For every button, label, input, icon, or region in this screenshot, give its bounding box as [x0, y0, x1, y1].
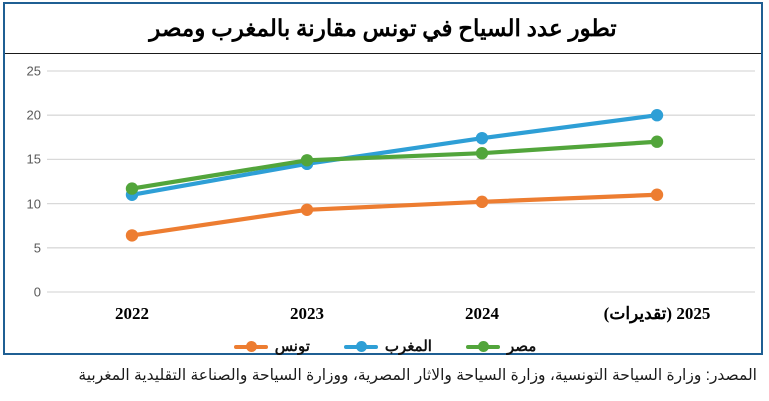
x-category-label-2: 2024: [465, 304, 499, 323]
y-tick-label-15: 15: [26, 151, 41, 167]
data-point-2-3: [650, 135, 664, 148]
data-point-0-0: [125, 229, 139, 242]
legend-dot: [245, 341, 257, 352]
legend-label-1: المغرب: [384, 339, 432, 355]
legend-marker-icon: [465, 341, 500, 352]
chart-figure: تطور عدد السياح في تونس مقارنة بالمغرب و…: [3, 2, 763, 355]
data-point-0-1: [300, 203, 314, 216]
legend-item-2: مصر: [465, 337, 537, 356]
x-category-label-3: 2025 (تقديرات): [603, 304, 711, 323]
x-category-label-1: 2023: [290, 304, 324, 323]
y-tick-label-0: 0: [33, 284, 41, 300]
series-line-0: [129, 192, 660, 238]
legend-item-1: المغرب: [343, 337, 432, 356]
data-point-1-3: [650, 109, 664, 122]
chart-title: تطور عدد السياح في تونس مقارنة بالمغرب و…: [149, 15, 617, 41]
x-category-label-0: 2022: [115, 304, 149, 323]
y-tick-label-10: 10: [26, 196, 41, 212]
legend-marker-icon: [233, 341, 268, 352]
series-line-2: [129, 139, 660, 191]
legend-dot: [477, 341, 489, 352]
data-point-2-2: [475, 147, 489, 160]
series-line-1: [129, 113, 660, 197]
data-point-1-1: [300, 157, 314, 171]
source-caption: المصدر: وزارة السياحة التونسية، وزارة ال…: [78, 367, 757, 384]
legend-dot: [355, 341, 367, 352]
chart-legend: تونس المغرب مصر: [5, 337, 765, 356]
data-point-0-2: [475, 195, 489, 209]
legend-marker-icon: [343, 341, 378, 352]
data-point-0-3: [650, 188, 664, 201]
legend-item-0: تونس: [233, 337, 310, 356]
y-tick-label-25: 25: [26, 63, 41, 79]
data-point-1-0: [125, 188, 139, 201]
legend-label-0: تونس: [274, 339, 310, 355]
chart-title-box: تطور عدد السياح في تونس مقارنة بالمغرب و…: [5, 4, 761, 54]
data-point-2-0: [125, 182, 139, 195]
legend-label-2: مصر: [506, 339, 537, 355]
data-point-2-1: [300, 154, 314, 167]
y-tick-label-5: 5: [33, 240, 41, 256]
data-point-1-2: [475, 131, 489, 145]
y-tick-label-20: 20: [26, 107, 41, 123]
